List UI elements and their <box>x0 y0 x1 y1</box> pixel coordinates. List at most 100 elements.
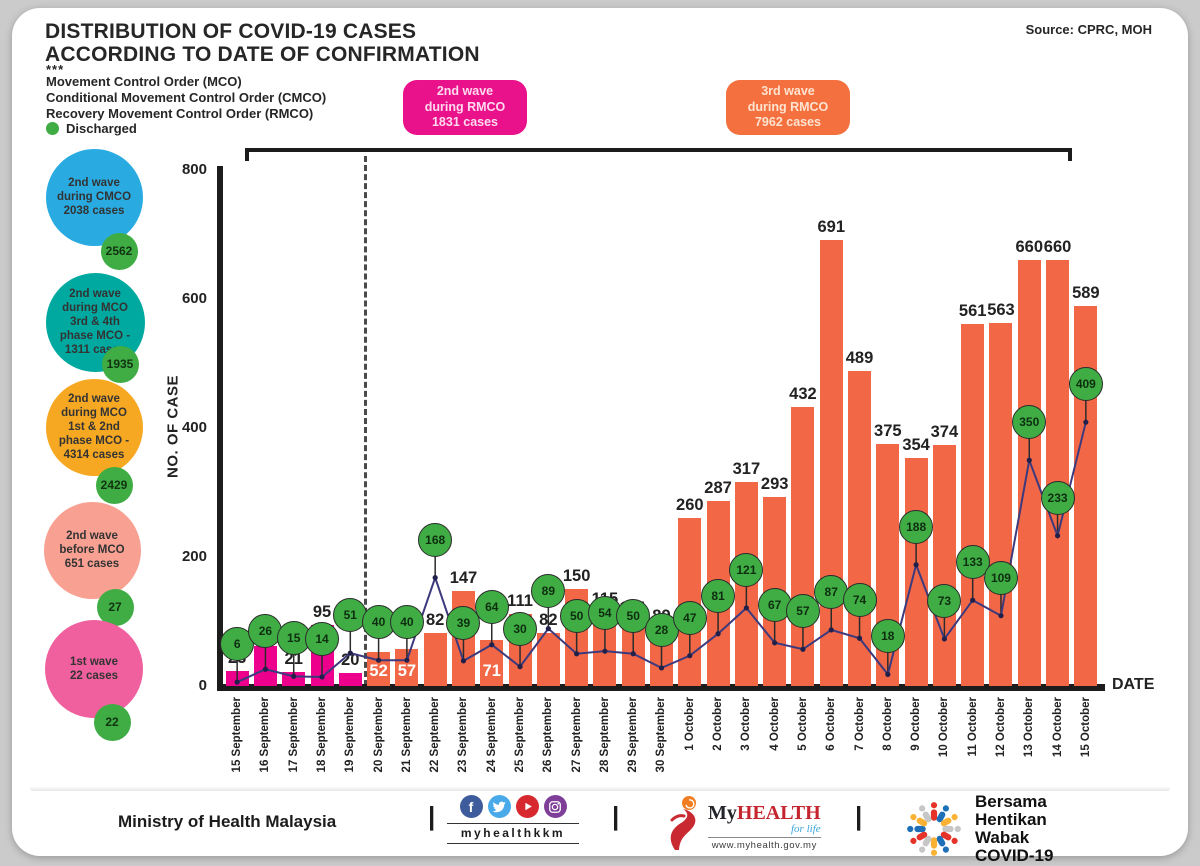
y-axis-tick-label: 600 <box>181 290 207 307</box>
x-axis-tick-label: 20 September <box>372 697 385 773</box>
footer-separator: | <box>612 801 620 831</box>
bar-value-label: 82 <box>539 611 558 630</box>
x-axis-tick-label: 29 September <box>627 697 640 773</box>
bar-value-label: 147 <box>449 569 478 588</box>
bar-value-label: 589 <box>1072 284 1100 303</box>
x-axis-tick-label: 24 September <box>485 697 498 773</box>
bar-value-label: 375 <box>874 422 902 441</box>
x-axis-tick-label: 9 October <box>910 697 923 751</box>
wave-bubble-discharged-badge: 27 <box>96 588 134 626</box>
discharged-value-badge: 18 <box>870 619 905 654</box>
bar-value-label: 82 <box>425 611 445 630</box>
bar-19-september <box>338 673 362 686</box>
discharged-value-badge: 57 <box>785 594 820 629</box>
bar-value-label: 287 <box>704 478 732 497</box>
wave2-rmco-annotation: 2nd wave during RMCO 1831 cases <box>403 80 527 135</box>
x-axis-tick-label: 28 September <box>598 697 611 773</box>
myhealth-figure-icon <box>670 796 696 850</box>
x-axis-tick-label: 13 October <box>1023 697 1036 758</box>
bar-10-october <box>932 444 956 686</box>
bar-16-september <box>253 646 277 686</box>
bar-value-label: 374 <box>930 422 959 441</box>
discharged-value-badge: 81 <box>701 578 736 613</box>
footer-divider <box>30 786 1170 791</box>
bar-15-october <box>1074 306 1098 686</box>
instagram-icon <box>543 795 567 818</box>
x-axis-tick-label: 6 October <box>825 697 838 751</box>
bar-11-october <box>961 324 985 686</box>
campaign-slogan: Bersama Hentikan Wabak COVID-19 <box>975 792 1054 865</box>
wave-bubble: 1st wave 22 cases <box>45 620 143 718</box>
discharged-value-badge: 109 <box>983 560 1018 595</box>
chart-top-bracket <box>245 148 1072 161</box>
footer-separator: | <box>428 801 436 831</box>
x-axis-tick-label: 5 October <box>796 697 809 751</box>
bar-value-label: 660 <box>1015 238 1044 257</box>
x-axis-tick-label: 26 September <box>542 697 555 773</box>
discharged-legend: Discharged <box>46 121 137 136</box>
y-axis-tick-label: 0 <box>198 677 207 694</box>
bar-value-label: 71 <box>482 662 501 680</box>
bar-9-october <box>904 457 928 686</box>
discharged-value-badge: 54 <box>587 596 622 631</box>
myhealth-tagline: for life <box>791 823 821 835</box>
discharged-value-badge: 30 <box>503 611 538 646</box>
discharged-value-badge: 350 <box>1012 405 1047 440</box>
wave-bubble: 2nd wave during CMCO 2038 cases <box>45 148 143 246</box>
discharged-value-badge: 233 <box>1040 480 1075 515</box>
wave-bubble: 2nd wave during MCO 1st & 2nd phase MCO … <box>45 378 143 476</box>
bar-14-october <box>1046 260 1070 686</box>
discharged-value-badge: 409 <box>1068 367 1103 402</box>
facebook-glyph: f <box>468 798 474 815</box>
bar-12-october <box>989 322 1013 686</box>
discharged-value-badge: 121 <box>729 552 764 587</box>
bar-value-label: 317 <box>732 459 761 478</box>
bar-value-label: 432 <box>789 385 817 404</box>
myhealth-wordmark: MyHEALTH <box>708 802 821 825</box>
source-note: Source: CPRC, MOH <box>1025 22 1152 37</box>
bar-value-label: 20 <box>341 651 360 670</box>
x-axis-tick-label: 30 September <box>655 697 668 773</box>
bar-value-label: 57 <box>397 662 417 680</box>
discharged-value-badge: 14 <box>305 621 340 656</box>
bar-7-october <box>848 370 872 686</box>
discharged-value-badge: 188 <box>899 509 934 544</box>
bar-value-label: 489 <box>845 348 874 367</box>
discharged-value-badge: 73 <box>927 583 962 618</box>
x-axis-tick-label: 23 September <box>457 697 470 773</box>
x-axis-tick-label: 17 September <box>287 697 300 773</box>
x-axis-tick-label: 21 September <box>400 697 413 773</box>
discharged-value-badge: 40 <box>389 605 424 640</box>
discharged-value-badge: 74 <box>842 583 877 618</box>
y-axis-title: NO. OF CASE <box>164 375 182 479</box>
campaign-block: Bersama Hentikan Wabak COVID-19 <box>903 793 1053 864</box>
x-axis-tick-label: 27 September <box>570 697 583 773</box>
plot-area: 2362219520525782147711118215011510189260… <box>220 170 1103 686</box>
x-axis-title: DATE <box>1112 676 1155 693</box>
social-rule-top <box>447 823 579 824</box>
discharged-legend-label: Discharged <box>66 121 137 136</box>
bar-value-label: 561 <box>958 302 987 321</box>
x-axis-tick-label: 4 October <box>768 697 781 751</box>
bar-value-label: 95 <box>312 602 332 621</box>
x-axis-tick-label: 14 October <box>1051 697 1064 758</box>
x-axis-tick-label: 1 October <box>683 697 696 751</box>
bar-value-label: 660 <box>1043 238 1072 257</box>
bar-value-label: 111 <box>507 592 533 611</box>
social-media-block: f myhealthkkm <box>447 795 579 844</box>
wave3-rmco-annotation: 3rd wave during RMCO 7962 cases <box>726 80 850 135</box>
bar-5-october <box>791 407 815 686</box>
wave-bubble-discharged-badge: 22 <box>93 703 131 741</box>
x-axis-line <box>217 684 1105 691</box>
bar-26-september <box>536 633 560 686</box>
x-axis-tick-label: 12 October <box>994 697 1007 758</box>
x-axis-tick-label: 22 September <box>429 697 442 773</box>
social-rule-bottom <box>447 843 579 844</box>
wave-bubble-discharged-badge: 1935 <box>101 345 139 383</box>
x-axis-tick-label: 7 October <box>853 697 866 751</box>
bar-17-september <box>282 672 306 686</box>
discharged-value-badge: 168 <box>418 522 453 557</box>
x-axis-tick-label: 15 October <box>1079 697 1092 758</box>
discharged-value-badge: 64 <box>474 589 509 624</box>
youtube-icon <box>515 795 539 818</box>
